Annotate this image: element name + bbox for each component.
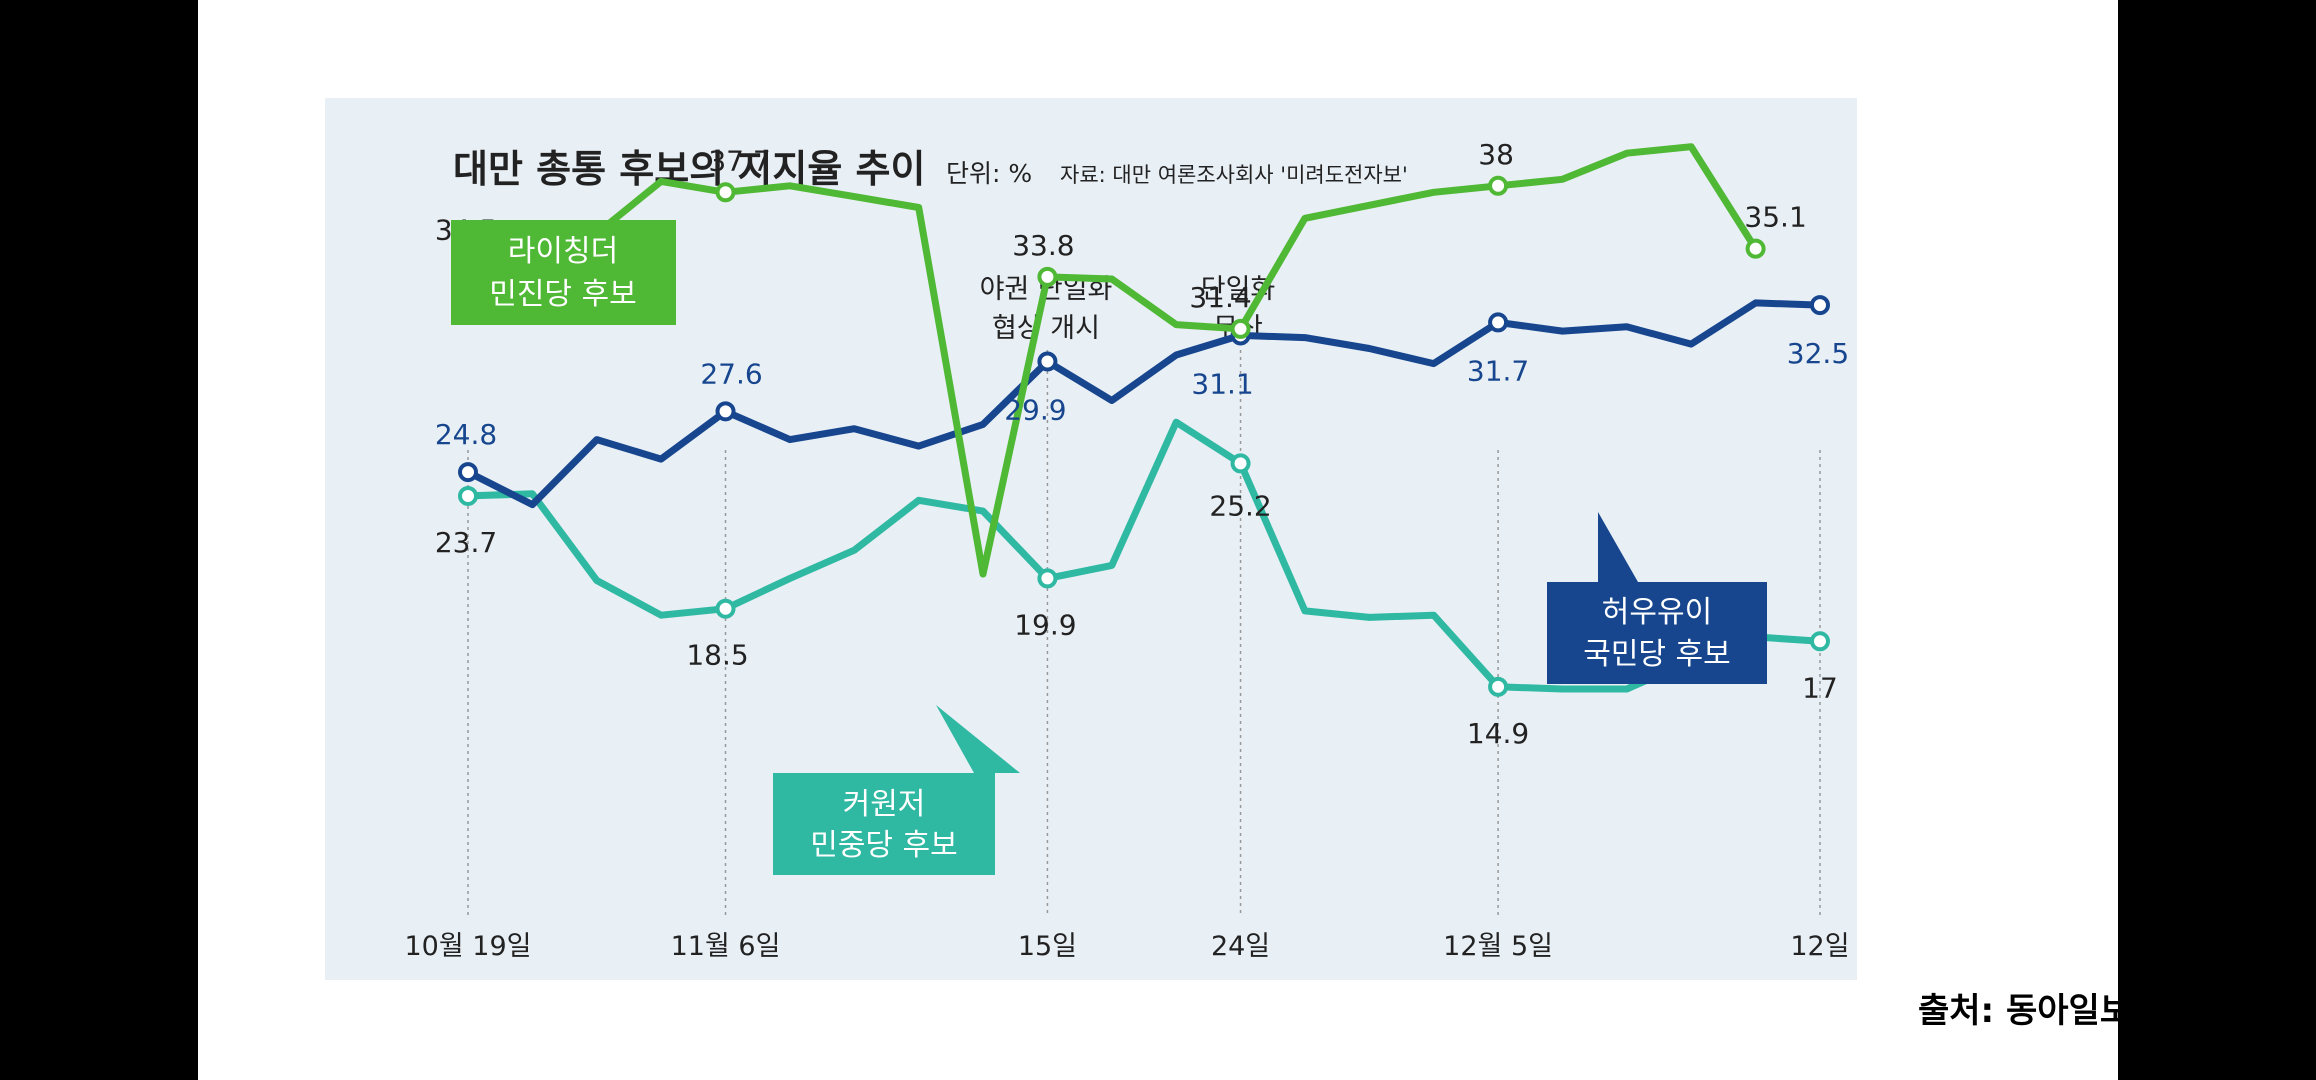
- data-point-lai: [1745, 238, 1766, 259]
- unit-note: 단위: %: [946, 159, 1032, 188]
- series-line-hou: [464, 299, 1824, 509]
- x-tick-label: 12월 5일: [1443, 931, 1553, 962]
- data-label-ko: 23.7: [435, 526, 497, 559]
- legend-hou: 허우유이 국민당 후보: [1547, 512, 1767, 684]
- data-point-ko: [1488, 676, 1509, 697]
- data-label-ko: 18.5: [686, 639, 748, 672]
- data-label-hou: 32.5: [1787, 337, 1849, 370]
- data-label-lai: 37.7: [708, 144, 770, 177]
- data-label-ko: 25.2: [1209, 489, 1271, 522]
- data-label-hou: 31.1: [1191, 367, 1253, 400]
- data-point-lai: [715, 182, 736, 203]
- data-label-lai: 38: [1478, 138, 1514, 171]
- data-point-ko: [1230, 453, 1251, 474]
- data-point-ko: [715, 598, 736, 619]
- legend-hou-pointer: [1598, 512, 1638, 582]
- data-label-lai: 33.8: [1012, 229, 1074, 262]
- data-point-ko: [1809, 631, 1830, 652]
- legend-lai-line2: 민진당 후보: [489, 277, 637, 312]
- series-line-lai: [464, 143, 1760, 578]
- data-label-hou: 29.9: [1004, 393, 1066, 426]
- legend-ko-line2: 민중당 후보: [810, 828, 958, 863]
- data-point-ko: [1037, 568, 1058, 589]
- data-label-ko: 14.9: [1467, 717, 1529, 750]
- data-point-hou: [1809, 295, 1830, 316]
- legend-lai: 라이칭더 민진당 후보: [451, 220, 676, 325]
- event-label-negotiation-line2: 협상 개시: [992, 313, 1100, 344]
- legend-ko: 커원저 민중당 후보: [773, 705, 1020, 875]
- data-label-hou: 24.8: [435, 418, 497, 451]
- data-label-ko: 17: [1802, 671, 1838, 704]
- legend-ko-line1: 커원저: [843, 787, 926, 822]
- data-label-ko: 19.9: [1014, 608, 1076, 641]
- data-point-lai: [1488, 175, 1509, 196]
- legend-ko-pointer: [936, 705, 1020, 773]
- data-label-lai: 31.4: [1189, 281, 1251, 314]
- data-label-hou: 27.6: [700, 357, 762, 390]
- data-point-lai: [1230, 318, 1251, 339]
- data-label-hou: 31.7: [1467, 354, 1529, 387]
- legend-ko-box: [773, 773, 995, 875]
- data-point-hou: [715, 401, 736, 422]
- data-point-hou: [1488, 312, 1509, 333]
- x-tick-label: 10월 19일: [405, 931, 532, 962]
- x-tick-label: 12일: [1790, 931, 1849, 962]
- chart: 대만 총통 후보의 지지율 추이 단위: % 자료: 대만 여론조사회사 '미려…: [325, 98, 2118, 1031]
- x-tick-label: 24일: [1211, 931, 1270, 962]
- x-tick-label: 15일: [1018, 931, 1077, 962]
- source-note: 자료: 대만 여론조사회사 '미려도전자보': [1060, 163, 1408, 187]
- legend-hou-box: [1547, 582, 1767, 684]
- x-tick-label: 11월 6일: [671, 931, 781, 962]
- legend-hou-line1: 허우유이: [1602, 595, 1712, 630]
- legend-hou-line2: 국민당 후보: [1583, 637, 1731, 672]
- data-label-lai: 35.1: [1744, 201, 1806, 234]
- data-point-hou: [458, 462, 478, 483]
- data-point-hou: [1037, 351, 1058, 372]
- data-labels: 23.7 18.5 19.9 25.2 14.9 17 24.8 27.6 29.9 31.1 31…: [435, 138, 1849, 750]
- data-point-ko: [458, 485, 478, 506]
- legend-lai-line1: 라이칭더: [508, 234, 618, 269]
- legend-lai-box: [451, 220, 676, 325]
- data-point-lai: [1037, 266, 1058, 287]
- page: 대만 총통 후보의 지지율 추이 단위: % 자료: 대만 여론조사회사 '미려…: [198, 0, 2118, 1080]
- series-line-ko: [464, 418, 1824, 693]
- credit: 출처: 동아일보: [1918, 991, 2118, 1031]
- x-axis-ticks: 10월 19일 11월 6일 15일 24일 12월 5일 12일: [405, 931, 1850, 962]
- series-lines: [464, 143, 1824, 693]
